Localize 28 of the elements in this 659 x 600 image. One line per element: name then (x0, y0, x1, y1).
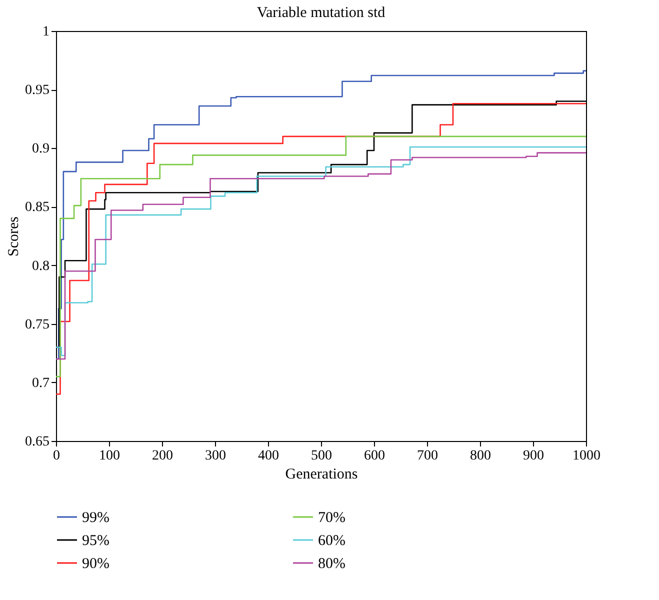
x-tick-label: 900 (523, 448, 544, 464)
x-tick-label: 800 (470, 448, 491, 464)
x-tick-label: 400 (258, 448, 279, 464)
x-tick-label: 100 (99, 448, 120, 464)
y-tick-label: 0.95 (25, 83, 50, 98)
y-tick-label: 1 (42, 24, 50, 40)
x-tick-label: 1000 (572, 448, 600, 464)
legend-label: 70% (318, 510, 346, 526)
y-tick-label: 0.9 (32, 142, 50, 157)
x-axis-title: Generations (285, 466, 358, 482)
x-tick-label: 700 (417, 448, 438, 464)
legend-label: 95% (82, 533, 110, 549)
y-tick-label: 0.65 (25, 434, 50, 450)
y-tick-label: 0.75 (25, 317, 50, 332)
y-axis-title: Scores (6, 216, 22, 256)
x-tick-label: 300 (205, 448, 226, 464)
y-tick-label: 0.8 (32, 258, 50, 274)
legend-label: 60% (318, 533, 346, 549)
legend-label: 99% (82, 510, 110, 526)
x-tick-label: 200 (152, 448, 173, 464)
legend-label: 90% (82, 556, 110, 572)
x-tick-label: 600 (364, 448, 385, 464)
chart-title: Variable mutation std (256, 5, 386, 21)
y-tick-label: 0.85 (25, 200, 50, 216)
y-tick-label: 0.7 (32, 376, 50, 391)
x-tick-label: 500 (311, 448, 332, 464)
x-tick-label: 0 (53, 448, 60, 464)
legend-label: 80% (318, 556, 346, 572)
